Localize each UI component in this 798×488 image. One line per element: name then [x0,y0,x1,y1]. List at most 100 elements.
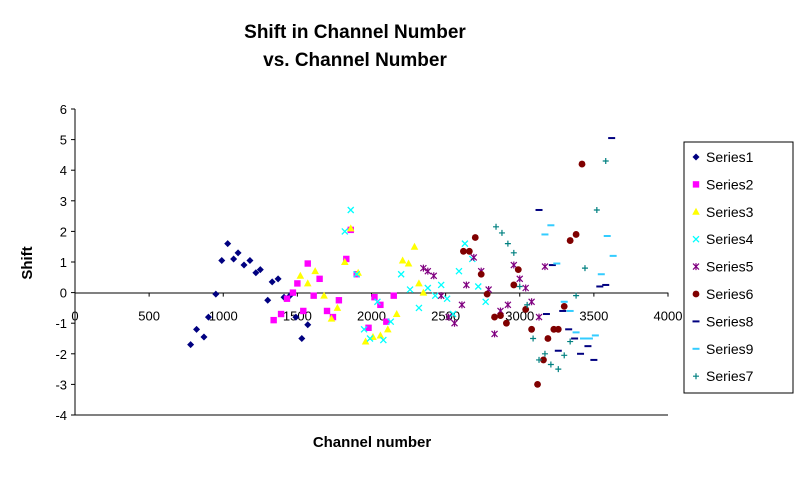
data-point [528,325,536,333]
y-tick-label: -2 [55,347,67,362]
series-series8 [535,137,616,361]
data-point [384,325,392,333]
y-tick-label: 1 [60,255,67,270]
data-point [410,242,419,250]
data-point [277,310,285,318]
data-point [424,267,432,275]
data-point [477,270,485,278]
data-point [581,265,588,272]
x-tick-label: 4000 [654,309,683,324]
data-point [516,283,523,290]
data-point [491,330,498,338]
data-point [353,270,361,278]
data-point [343,255,350,263]
legend-marker [692,207,700,215]
legend-item-series6: Series6 [692,286,754,302]
axis-ticks: -4-3-2-101234560500100015002000250030003… [55,102,682,423]
x-tick-label: 2500 [431,309,460,324]
data-point [304,321,312,329]
data-point [602,158,609,165]
data-point [470,253,478,261]
data-point [419,288,428,296]
data-point [560,302,568,310]
data-point [504,240,511,247]
data-point [341,258,349,265]
data-point [252,269,260,277]
plot-area: -4-3-2-101234560500100015002000250030003… [55,102,682,423]
data-point [460,247,467,255]
data-point [296,271,305,279]
data-point [461,240,469,248]
legend-item-series3: Series3 [692,204,754,220]
y-tick-label: 3 [60,194,67,209]
series-series1 [187,240,312,349]
data-point [503,319,510,327]
data-point [294,280,301,287]
data-point [383,318,390,325]
legend-item-series8: Series8 [692,313,754,329]
data-point [465,247,473,255]
data-point [431,292,439,300]
data-point [274,275,282,283]
legend-label: Series4 [706,231,754,247]
y-tick-label: 0 [60,286,67,301]
data-point [289,289,297,296]
legend-item-series7: Series7 [693,368,754,384]
data-point [371,293,378,301]
data-point [497,312,504,319]
data-point [316,275,323,283]
legend-item-series5: Series5 [692,259,754,275]
legend-marker [692,290,700,298]
data-point [390,292,397,299]
data-point [458,301,466,309]
data-point [483,290,491,298]
data-point [310,292,317,299]
data-point [510,261,518,269]
data-point [327,314,336,322]
data-point [264,296,272,304]
data-point [530,335,537,342]
data-point [566,237,574,244]
data-point [397,270,405,278]
chart-title: Shift in Channel Number [244,22,466,43]
y-tick-label: 6 [60,102,67,117]
y-axis-title: Shift [19,246,36,279]
legend-label: Series2 [706,176,754,192]
data-point [392,310,401,318]
data-point [493,223,500,230]
data-point [534,381,541,388]
data-point [544,335,552,342]
data-point [516,275,524,283]
x-axis-title: Channel number [313,434,432,451]
series-series9 [541,224,617,340]
data-point [387,318,395,326]
data-point [366,335,374,342]
data-point [547,361,554,368]
data-point [415,304,423,312]
data-point [522,284,530,292]
data-point [234,249,242,257]
data-point [292,313,300,321]
data-point [474,283,482,290]
data-point [311,267,319,275]
data-point [555,366,562,373]
data-point [398,256,407,264]
data-point [471,234,479,241]
data-point [230,255,238,263]
data-point [283,295,291,302]
series-series5 [419,253,549,338]
data-point [430,272,438,280]
legend-label: Series8 [706,313,754,329]
x-tick-label: 1000 [209,309,238,324]
data-point [361,337,370,345]
data-point [377,301,384,309]
chart-subtitle: vs. Channel Number [263,50,447,71]
legend-label: Series6 [706,286,754,302]
data-point [535,313,543,321]
data-point [218,256,226,264]
data-point [193,325,201,333]
data-point [455,267,463,275]
x-tick-label: 0 [71,309,78,324]
legend-marker [692,235,700,243]
